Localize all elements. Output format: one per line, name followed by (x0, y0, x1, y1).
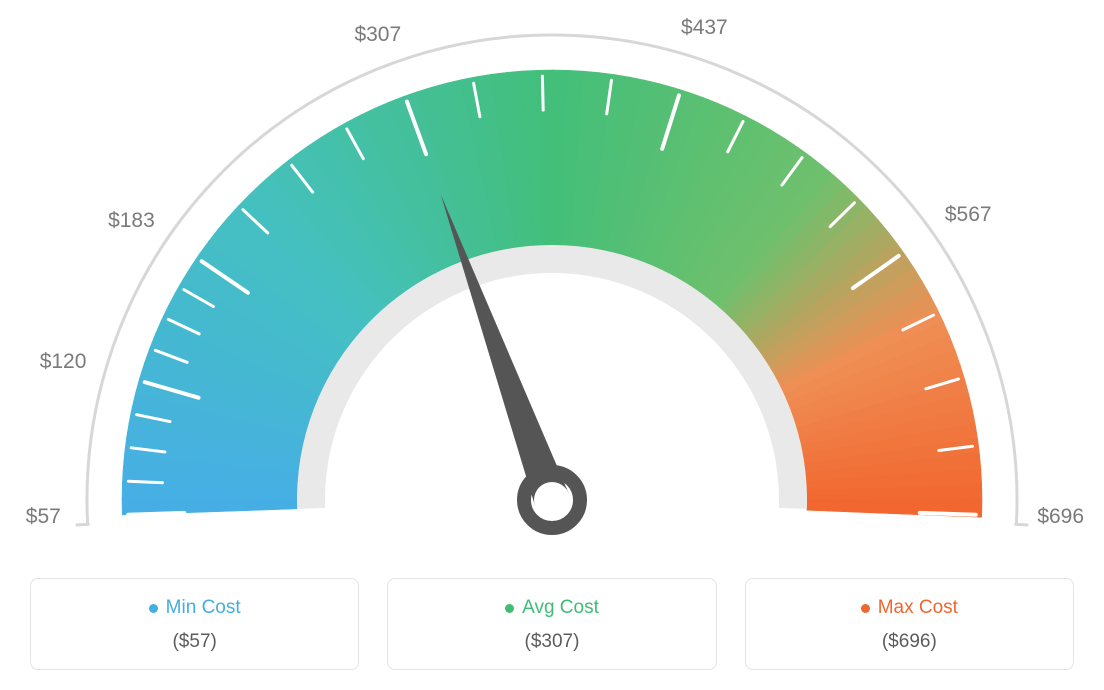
gauge-tick-label: $567 (945, 203, 992, 227)
legend-title-text: Min Cost (166, 597, 241, 619)
gauge-svg (0, 0, 1104, 560)
legend-title-avg: Avg Cost (505, 597, 599, 619)
legend-value-avg: ($307) (398, 631, 705, 653)
legend-row: Min Cost ($57) Avg Cost ($307) Max Cost … (0, 578, 1104, 670)
legend-title-min: Min Cost (149, 597, 241, 619)
dot-icon (861, 604, 870, 613)
legend-title-text: Avg Cost (522, 597, 599, 619)
gauge-tick-label: $120 (40, 350, 87, 374)
cost-gauge-chart: $57 $120 $183 $307 $437 $567 $696 Min Cost ($5… (0, 0, 1104, 690)
gauge-tick-label: $696 (1037, 505, 1084, 529)
legend-value-min: ($57) (41, 631, 348, 653)
gauge-tick-label: $57 (26, 505, 61, 529)
legend-card-max: Max Cost ($696) (745, 578, 1074, 670)
legend-title-text: Max Cost (878, 597, 958, 619)
dot-icon (505, 604, 514, 613)
legend-card-min: Min Cost ($57) (30, 578, 359, 670)
gauge-tick-label: $307 (354, 23, 401, 47)
legend-value-max: ($696) (756, 631, 1063, 653)
legend-title-max: Max Cost (861, 597, 958, 619)
dot-icon (149, 604, 158, 613)
legend-card-avg: Avg Cost ($307) (387, 578, 716, 670)
gauge-tick-label: $437 (681, 16, 728, 40)
gauge-tick-label: $183 (108, 209, 155, 233)
gauge-area: $57 $120 $183 $307 $437 $567 $696 (0, 0, 1104, 560)
